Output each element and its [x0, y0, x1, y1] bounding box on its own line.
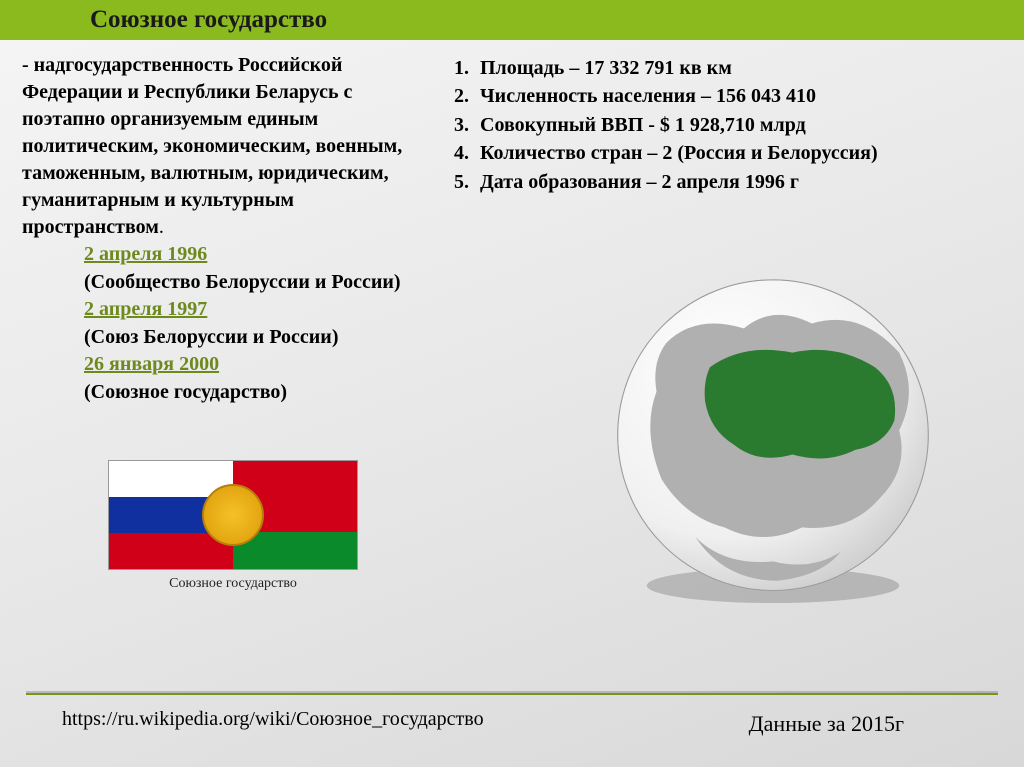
union-state-flag-icon — [108, 460, 358, 570]
fact-item: Численность населения – 156 043 410 — [474, 82, 1002, 110]
timeline-date: 2 апреля 1997 — [84, 298, 207, 320]
flag-emblem-icon — [202, 484, 264, 546]
desc-body: Федерации и Республики Беларусь с поэтап… — [22, 81, 402, 238]
header-bar: Союзное государство — [0, 0, 1024, 40]
desc-tail: . — [159, 216, 164, 238]
flag-block: Союзное государство — [108, 460, 358, 592]
timeline-date: 2 апреля 1996 — [84, 243, 207, 265]
facts-column: Площадь – 17 332 791 кв км Численность н… — [442, 52, 1002, 196]
description-text: - надгосударственность Российской Федера… — [22, 52, 412, 241]
footer-divider — [26, 693, 998, 695]
timeline-label: (Союзное государство) — [84, 381, 287, 403]
content-area: - надгосударственность Российской Федера… — [0, 40, 1024, 407]
page-title: Союзное государство — [90, 6, 327, 34]
fact-item: Дата образования – 2 апреля 1996 г — [474, 168, 1002, 196]
flag-caption: Союзное государство — [108, 576, 358, 592]
source-url: https://ru.wikipedia.org/wiki/Союзное_го… — [62, 708, 484, 731]
data-year-label: Данные за 2015г — [749, 711, 904, 737]
fact-item: Площадь – 17 332 791 кв км — [474, 54, 1002, 82]
globe-map-icon — [608, 275, 938, 605]
description-column: - надгосударственность Российской Федера… — [22, 52, 412, 241]
timeline-date: 26 января 2000 — [84, 353, 219, 375]
timeline-label: (Союз Белоруссии и России) — [84, 326, 339, 348]
fact-item: Совокупный ВВП - $ 1 928,710 млрд — [474, 111, 1002, 139]
desc-lead: - надгосударственность Российской — [22, 54, 342, 76]
facts-list: Площадь – 17 332 791 кв км Численность н… — [442, 54, 1002, 196]
timeline-label: (Сообщество Белоруссии и России) — [84, 271, 401, 293]
fact-item: Количество стран – 2 (Россия и Белорусси… — [474, 139, 1002, 167]
